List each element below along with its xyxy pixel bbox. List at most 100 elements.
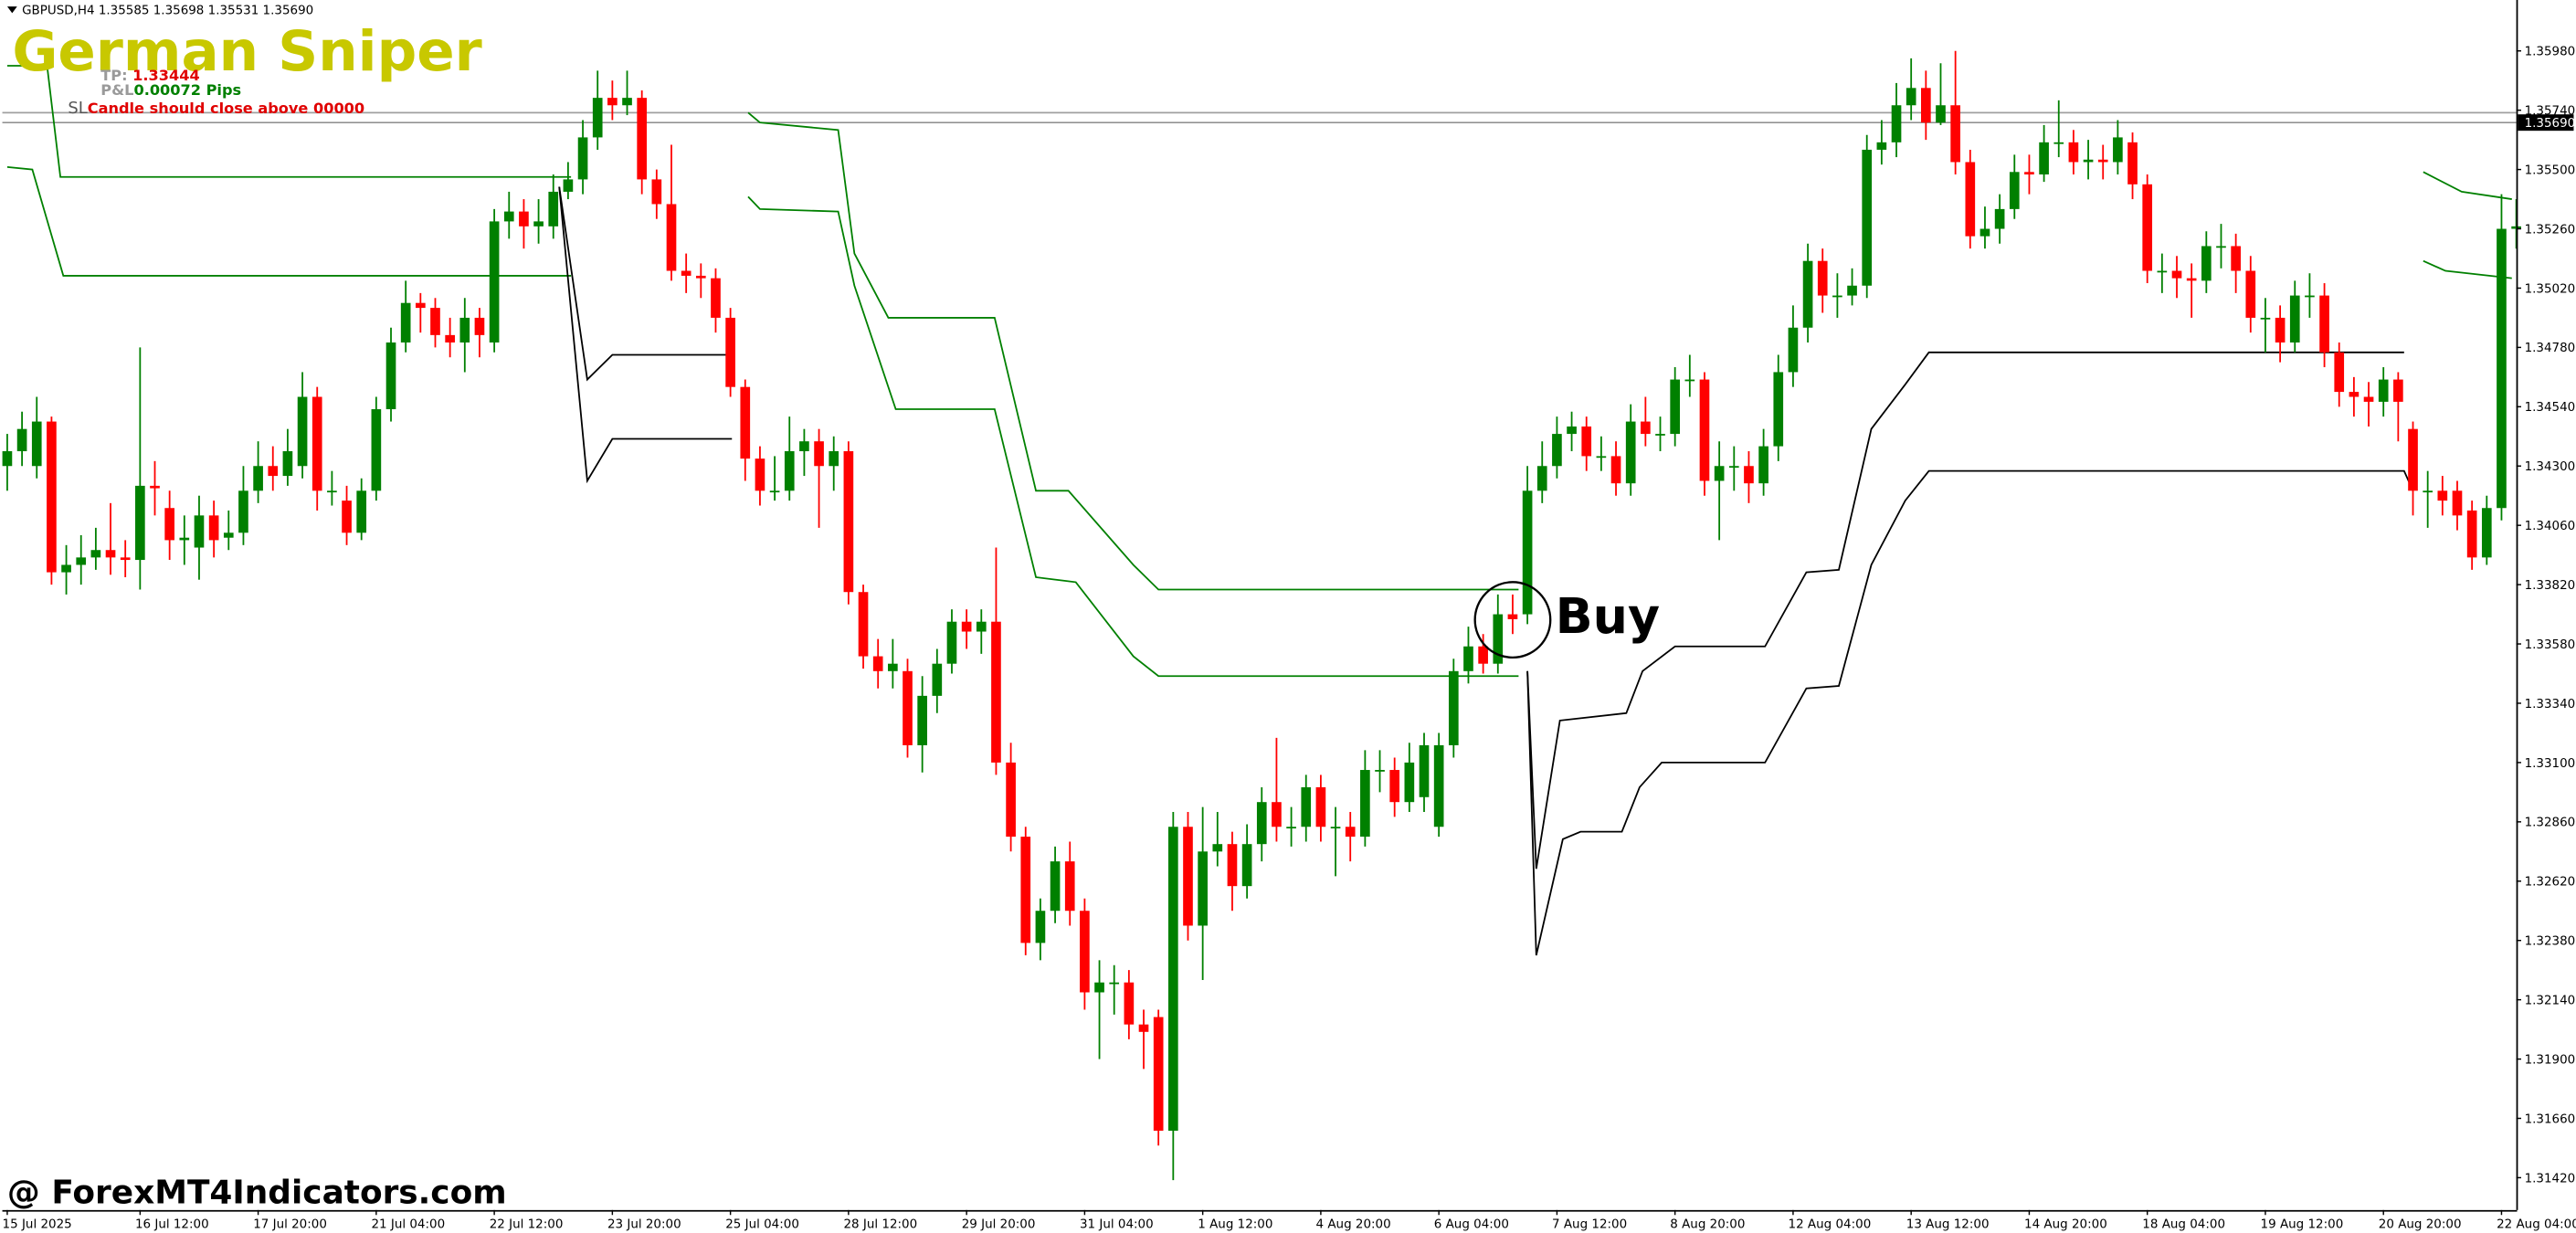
x-tick-label: 6 Aug 04:00 — [1434, 1218, 1509, 1232]
candle-body — [622, 98, 632, 106]
x-tick-label: 25 Jul 04:00 — [725, 1218, 799, 1232]
candle-body — [120, 557, 131, 561]
candle-body — [711, 278, 721, 318]
y-tick-label: 1.34300 — [2525, 460, 2576, 474]
candle-body — [1272, 802, 1282, 827]
candle-body — [1950, 105, 1960, 163]
candle-body — [1227, 844, 1238, 887]
candle-body — [1728, 466, 1739, 469]
x-tick-label: 31 Jul 04:00 — [1080, 1218, 1154, 1232]
x-tick-label: 21 Jul 04:00 — [371, 1218, 445, 1232]
candle-body — [2231, 246, 2241, 271]
candle-body — [2319, 295, 2329, 353]
indicator-line — [558, 186, 733, 484]
candle-body — [2142, 184, 2153, 271]
y-tick-label: 1.35500 — [2525, 163, 2576, 177]
candle-body — [1994, 208, 2005, 229]
candle-body — [607, 98, 618, 106]
candle-body — [2171, 270, 2182, 279]
candle-body — [2039, 142, 2049, 175]
candle-body — [1862, 149, 1873, 286]
candle-body — [548, 191, 559, 227]
candle-body — [1006, 762, 1016, 838]
tp-value: 1.33444 — [132, 67, 200, 84]
candle-body — [1419, 744, 1430, 797]
candle-body — [2083, 159, 2094, 163]
candle-body — [917, 695, 927, 745]
x-tick-label: 16 Jul 12:00 — [135, 1218, 209, 1232]
candle-body — [2245, 270, 2256, 318]
indicator-line — [2423, 171, 2512, 200]
candle-body — [1168, 827, 1178, 1132]
candle-body — [1891, 105, 1902, 142]
candle-body — [2009, 172, 2020, 209]
candle-body — [2466, 510, 2477, 558]
candle-body — [976, 621, 987, 632]
candle-body — [1714, 466, 1725, 481]
candle-body — [2157, 270, 2168, 273]
candle-body — [991, 621, 1001, 763]
candle-body — [1301, 786, 1312, 827]
candle-body — [31, 421, 42, 467]
y-tick-label: 1.33340 — [2525, 698, 2576, 711]
sl-line: SLCandle should close above 00000 — [68, 99, 364, 118]
candle-body — [1124, 982, 1135, 1025]
candle-body — [223, 532, 234, 538]
candle-body — [2127, 142, 2138, 184]
candle-body — [1433, 744, 1444, 827]
y-tick-label: 1.31420 — [2525, 1172, 2576, 1186]
candle-body — [1330, 827, 1341, 829]
candle-body — [16, 428, 27, 452]
candle-body — [755, 458, 765, 491]
candle-body — [829, 451, 839, 467]
indicator-line — [2423, 259, 2512, 279]
pl-label: P&L — [100, 81, 133, 99]
x-tick-label: 28 Jul 12:00 — [843, 1218, 917, 1232]
candle-body — [311, 396, 322, 491]
x-tick-label: 14 Aug 20:00 — [2024, 1218, 2107, 1232]
candle-body — [2497, 228, 2507, 509]
candle-body — [946, 621, 957, 664]
candle-body — [400, 302, 411, 342]
candle-body — [1596, 456, 1607, 458]
candle-body — [1610, 456, 1621, 484]
candle-body — [1183, 827, 1193, 926]
candle-body — [1448, 670, 1459, 745]
y-tick-label: 1.33820 — [2525, 579, 2576, 593]
candle-body — [282, 451, 293, 477]
pl-value: 0.00072 — [133, 81, 201, 99]
candle-body — [637, 98, 648, 180]
candle-body — [1153, 1017, 1164, 1132]
candle-body — [519, 211, 529, 227]
candle-body — [651, 179, 662, 205]
symbol-header: GBPUSD,H4 1.35585 1.35698 1.35531 1.3569… — [22, 4, 313, 17]
indicator-line — [1526, 351, 2404, 869]
y-tick-label: 1.34780 — [2525, 342, 2576, 355]
candle-body — [740, 386, 751, 459]
pl-line: P&L0.00072 Pips — [100, 81, 241, 99]
candle-body — [1965, 162, 1976, 237]
candle-body — [1832, 295, 1842, 298]
candle-body — [1198, 851, 1208, 926]
candle-body — [1404, 762, 1415, 803]
candle-body — [1684, 379, 1695, 382]
x-tick-label: 29 Jul 20:00 — [962, 1218, 1036, 1232]
x-tick-label: 4 Aug 20:00 — [1316, 1218, 1391, 1232]
candle-body — [489, 221, 500, 342]
y-tick-label: 1.34540 — [2525, 401, 2576, 415]
indicator-line — [1526, 469, 2414, 956]
candle-body — [342, 501, 352, 533]
plot-area — [2, 50, 2521, 1181]
candle-body — [1389, 770, 1400, 803]
candle-body — [577, 137, 588, 180]
candle-body — [2024, 172, 2034, 175]
candle-body — [1138, 1024, 1149, 1032]
candle-body — [2393, 379, 2403, 402]
candle-body — [2068, 142, 2079, 163]
candle-body — [2260, 317, 2271, 320]
y-tick-label: 1.32140 — [2525, 994, 2576, 1007]
candle-body — [1906, 88, 1916, 106]
candle-body — [1286, 827, 1296, 829]
candle-body — [1212, 844, 1223, 852]
